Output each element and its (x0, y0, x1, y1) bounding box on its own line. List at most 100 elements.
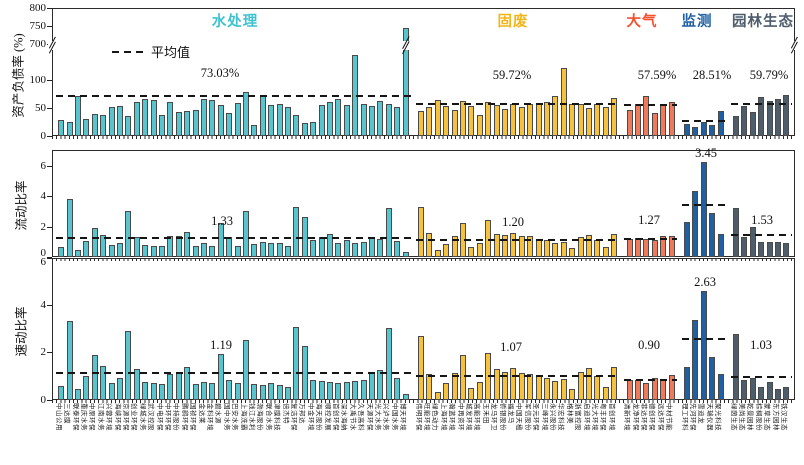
bar-园林生态-quick_ratio (775, 389, 781, 400)
average-label-固废-quick_ratio: 1.07 (500, 340, 522, 354)
average-label-大气-quick_ratio: 0.90 (638, 338, 660, 352)
y-tick-label: 700 (29, 37, 47, 50)
group-title-2: 固废 (497, 14, 529, 30)
bar-水处理-debt_ratio (209, 100, 216, 136)
bar-园林生态-current_ratio (766, 241, 773, 258)
y-tick (47, 135, 52, 137)
bar-监测-quick_ratio (717, 374, 724, 400)
group-title-3: 大气 (626, 14, 658, 30)
bar-水处理-current_ratio (117, 242, 123, 257)
bar-固废-debt_ratio (560, 67, 567, 136)
bar-园林生态-quick_ratio (758, 387, 765, 400)
bar-大气-quick_ratio (660, 378, 667, 400)
average-line-监测-current_ratio (681, 204, 726, 207)
y-tick-label: 100 (29, 73, 47, 86)
bar-水处理-current_ratio (318, 237, 325, 257)
bar-水处理-quick_ratio (243, 339, 249, 400)
bar-监测-debt_ratio (717, 110, 724, 136)
bar-水处理-quick_ratio (352, 381, 359, 400)
bar-监测-debt_ratio (700, 122, 707, 136)
bar-固废-quick_ratio (594, 376, 601, 400)
bar-水处理-debt_ratio (318, 105, 325, 136)
bar-固废-debt_ratio (544, 102, 550, 136)
y-tick (47, 304, 52, 306)
y-tick (47, 196, 52, 197)
bar-水处理-current_ratio (293, 206, 300, 257)
bar-水处理-debt_ratio (175, 111, 182, 136)
bar-水处理-current_ratio (352, 242, 359, 257)
x-tick-label: 博天环境 (399, 403, 407, 431)
average-line-园林生态-debt_ratio (730, 102, 792, 105)
average-label-监测-quick_ratio: 2.63 (694, 275, 716, 289)
bar-水处理-current_ratio (335, 242, 342, 257)
bar-园林生态-current_ratio (775, 241, 781, 258)
bar-水处理-debt_ratio (159, 114, 165, 136)
x-tick-label: 铁汉生态 (779, 403, 787, 431)
bar-大气-quick_ratio (626, 379, 633, 400)
bar-水处理-quick_ratio (369, 372, 375, 400)
bar-固废-debt_ratio (527, 103, 534, 136)
bar-水处理-quick_ratio (201, 382, 207, 400)
group-title-1: 水处理 (211, 14, 259, 30)
legend: 平均值 (112, 42, 190, 61)
bar-固废-quick_ratio (602, 387, 609, 400)
bar-水处理-current_ratio (276, 243, 283, 257)
bar-固废-quick_ratio (611, 366, 618, 400)
bar-水处理-debt_ratio (75, 95, 81, 136)
bar-固废-debt_ratio (611, 97, 618, 136)
bar-固废-debt_ratio (602, 106, 609, 136)
legend-label: 平均值 (151, 45, 191, 60)
average-label-水处理-quick_ratio: 1.19 (210, 338, 232, 352)
y-tick-label: 4 (40, 190, 47, 202)
bar-水处理-debt_ratio (301, 123, 308, 136)
bar-水处理-current_ratio (201, 242, 207, 257)
average-line-大气-debt_ratio (624, 103, 677, 106)
bar-水处理-current_ratio (192, 245, 199, 257)
bar-监测-quick_ratio (709, 357, 716, 400)
y-tick (47, 352, 52, 354)
bar-监测-debt_ratio (709, 125, 716, 136)
bar-园林生态-quick_ratio (741, 379, 748, 400)
bar-水处理-debt_ratio (58, 119, 65, 136)
average-line-固废-debt_ratio (415, 102, 620, 105)
bar-水处理-current_ratio (83, 241, 90, 257)
bar-水处理-quick_ratio (91, 355, 98, 400)
bar-水处理-current_ratio (217, 222, 224, 257)
bar-固废-current_ratio (485, 219, 492, 257)
bar-固废-debt_ratio (510, 103, 517, 136)
bar-固废-current_ratio (569, 247, 576, 257)
bar-监测-current_ratio (692, 191, 699, 257)
y-tick (47, 79, 52, 81)
bar-水处理-current_ratio (108, 244, 115, 257)
average-label-园林生态-quick_ratio: 1.03 (750, 338, 772, 352)
bar-固废-quick_ratio (535, 376, 542, 400)
bar-水处理-quick_ratio (226, 379, 233, 400)
average-label-监测-debt_ratio: 28.51% (692, 68, 732, 82)
y-tick (47, 107, 52, 109)
bar-固废-quick_ratio (476, 382, 483, 400)
bar-固废-current_ratio (468, 247, 475, 257)
bar-水处理-debt_ratio (150, 99, 157, 136)
bar-固废-quick_ratio (418, 336, 424, 400)
bar-水处理-quick_ratio (192, 383, 199, 400)
bar-监测-current_ratio (717, 234, 724, 257)
bar-固废-debt_ratio (451, 109, 458, 136)
y-tick-label: 800 (29, 1, 47, 14)
y-tick (47, 226, 52, 228)
average-line-监测-debt_ratio (681, 120, 726, 122)
average-line-园林生态-current_ratio (730, 233, 792, 236)
bar-固废-debt_ratio (468, 106, 475, 136)
bar-水处理-debt_ratio (243, 92, 249, 136)
bar-固废-quick_ratio (493, 369, 500, 400)
bar-园林生态-debt_ratio (741, 106, 748, 136)
bar-水处理-debt_ratio (343, 105, 350, 136)
y-tick-label: 50 (35, 101, 46, 114)
y-tick (47, 257, 52, 259)
bar-大气-quick_ratio (643, 383, 650, 400)
bar-固废-debt_ratio (460, 101, 466, 136)
bar-大气-current_ratio (626, 238, 633, 257)
bar-水处理-quick_ratio (58, 385, 65, 400)
y-tick-label: 0 (40, 393, 47, 406)
bar-水处理-current_ratio (259, 241, 266, 258)
